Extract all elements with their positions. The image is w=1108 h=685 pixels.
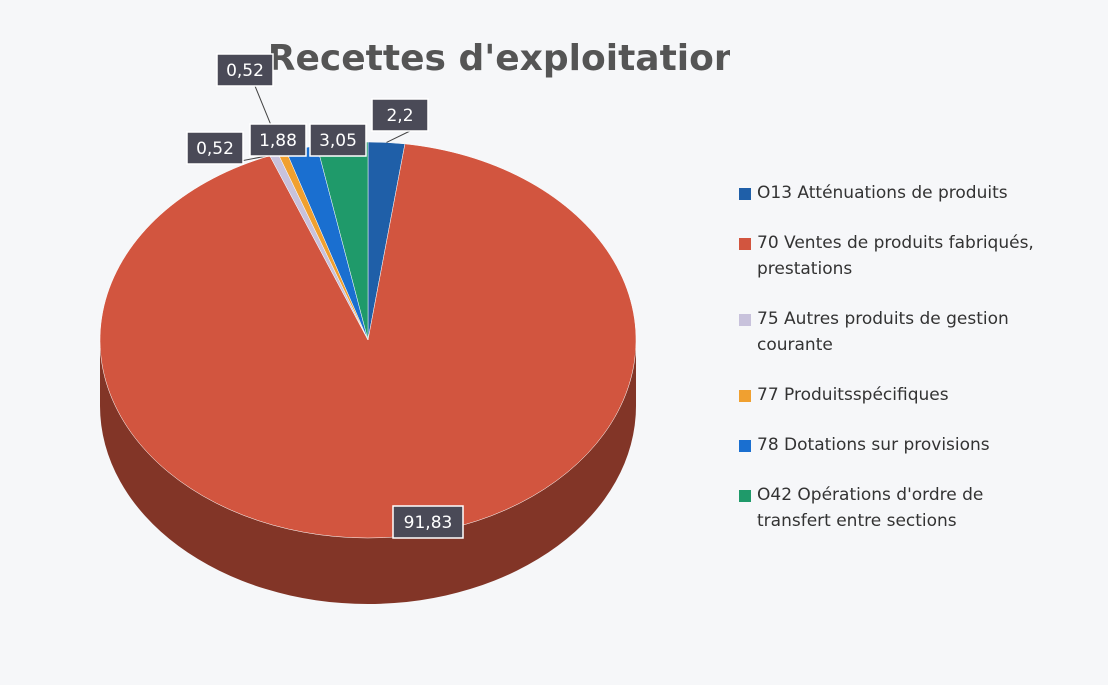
label-box (186, 131, 244, 165)
data-label: 3,05 (319, 131, 357, 151)
legend-swatch (739, 188, 751, 200)
label-box (216, 53, 274, 87)
legend-label: O13 Atténuations de produits (757, 183, 1008, 203)
legend-swatch (739, 490, 751, 502)
legend-label: 75 Autres produits de gestion courante (757, 309, 1009, 355)
label-box (392, 505, 464, 539)
legend-item: O13 Atténuations de produits (735, 180, 1105, 206)
label-box (249, 123, 307, 157)
chart: Recettes d'exploitation 2026 2,2 91,83 0,5… (99, 38, 730, 604)
pie-side (100, 340, 636, 604)
legend-label: O42 Opérations d'ordre de transfert entr… (757, 485, 984, 531)
chart-title: Recettes d'exploitation 2026 (268, 38, 730, 79)
data-label: 91,83 (404, 513, 453, 533)
legend-item: 70 Ventes de produits fabriqués, prestat… (735, 230, 1057, 282)
legend-swatch (739, 390, 751, 402)
legend-swatch (739, 314, 751, 326)
leader-line (386, 130, 411, 143)
legend-swatch (739, 440, 751, 452)
legend-swatch (739, 238, 751, 250)
legend-item: 75 Autres produits de gestion courante (735, 306, 1057, 358)
data-label: 0,52 (226, 61, 264, 81)
legend-item: O42 Opérations d'ordre de transfert entr… (735, 482, 1057, 534)
legend-label: 77 Produitsspécifiques (757, 385, 949, 405)
data-label: 1,88 (259, 131, 297, 151)
legend-item: 78 Dotations sur provisions (735, 432, 1105, 458)
label-box (309, 123, 367, 157)
data-label: 0,52 (196, 139, 234, 159)
legend-label: 78 Dotations sur provisions (757, 435, 990, 455)
data-label: 2,2 (386, 106, 413, 126)
legend-item: 77 Produitsspécifiques (735, 382, 1105, 408)
legend: O13 Atténuations de produits 70 Ventes de… (735, 180, 1105, 558)
legend-label: 70 Ventes de produits fabriqués, prestat… (757, 233, 1034, 279)
label-box (371, 98, 429, 132)
